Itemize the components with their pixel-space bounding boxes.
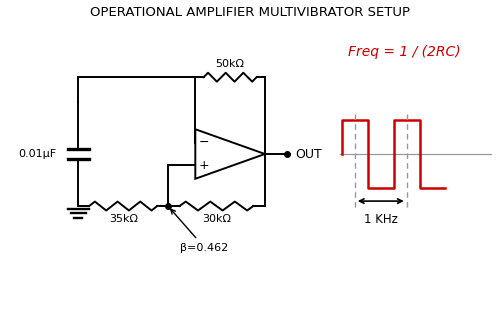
Text: 50kΩ: 50kΩ [216, 59, 244, 69]
Text: β=0.462: β=0.462 [171, 209, 228, 253]
Text: 1 KHz: 1 KHz [364, 214, 398, 226]
Text: 0.01μF: 0.01μF [18, 149, 56, 159]
Text: 30kΩ: 30kΩ [202, 214, 231, 224]
Text: 35kΩ: 35kΩ [108, 214, 138, 224]
Text: Freq = 1 / (2RC): Freq = 1 / (2RC) [348, 45, 461, 59]
Text: OUT: OUT [295, 147, 322, 160]
Text: −: − [199, 136, 209, 149]
Text: +: + [199, 159, 209, 172]
Text: OPERATIONAL AMPLIFIER MULTIVIBRATOR SETUP: OPERATIONAL AMPLIFIER MULTIVIBRATOR SETU… [90, 6, 410, 19]
